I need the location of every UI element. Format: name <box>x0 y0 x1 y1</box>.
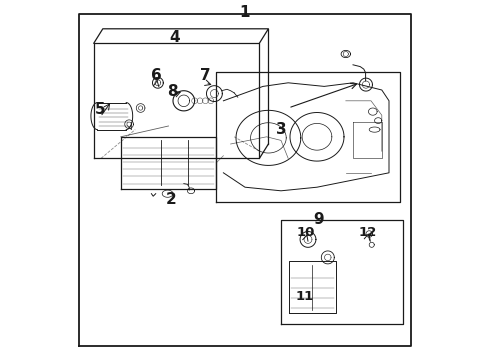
Text: 8: 8 <box>167 84 177 99</box>
Text: 12: 12 <box>358 226 376 239</box>
Text: 9: 9 <box>314 212 324 227</box>
Text: 2: 2 <box>166 192 176 207</box>
Text: 10: 10 <box>297 226 316 239</box>
Text: 7: 7 <box>200 68 211 83</box>
Text: 3: 3 <box>276 122 286 137</box>
Text: 11: 11 <box>295 291 314 303</box>
Text: 6: 6 <box>151 68 162 83</box>
Text: 1: 1 <box>240 5 250 20</box>
Text: 4: 4 <box>170 30 180 45</box>
Text: 5: 5 <box>95 102 105 117</box>
